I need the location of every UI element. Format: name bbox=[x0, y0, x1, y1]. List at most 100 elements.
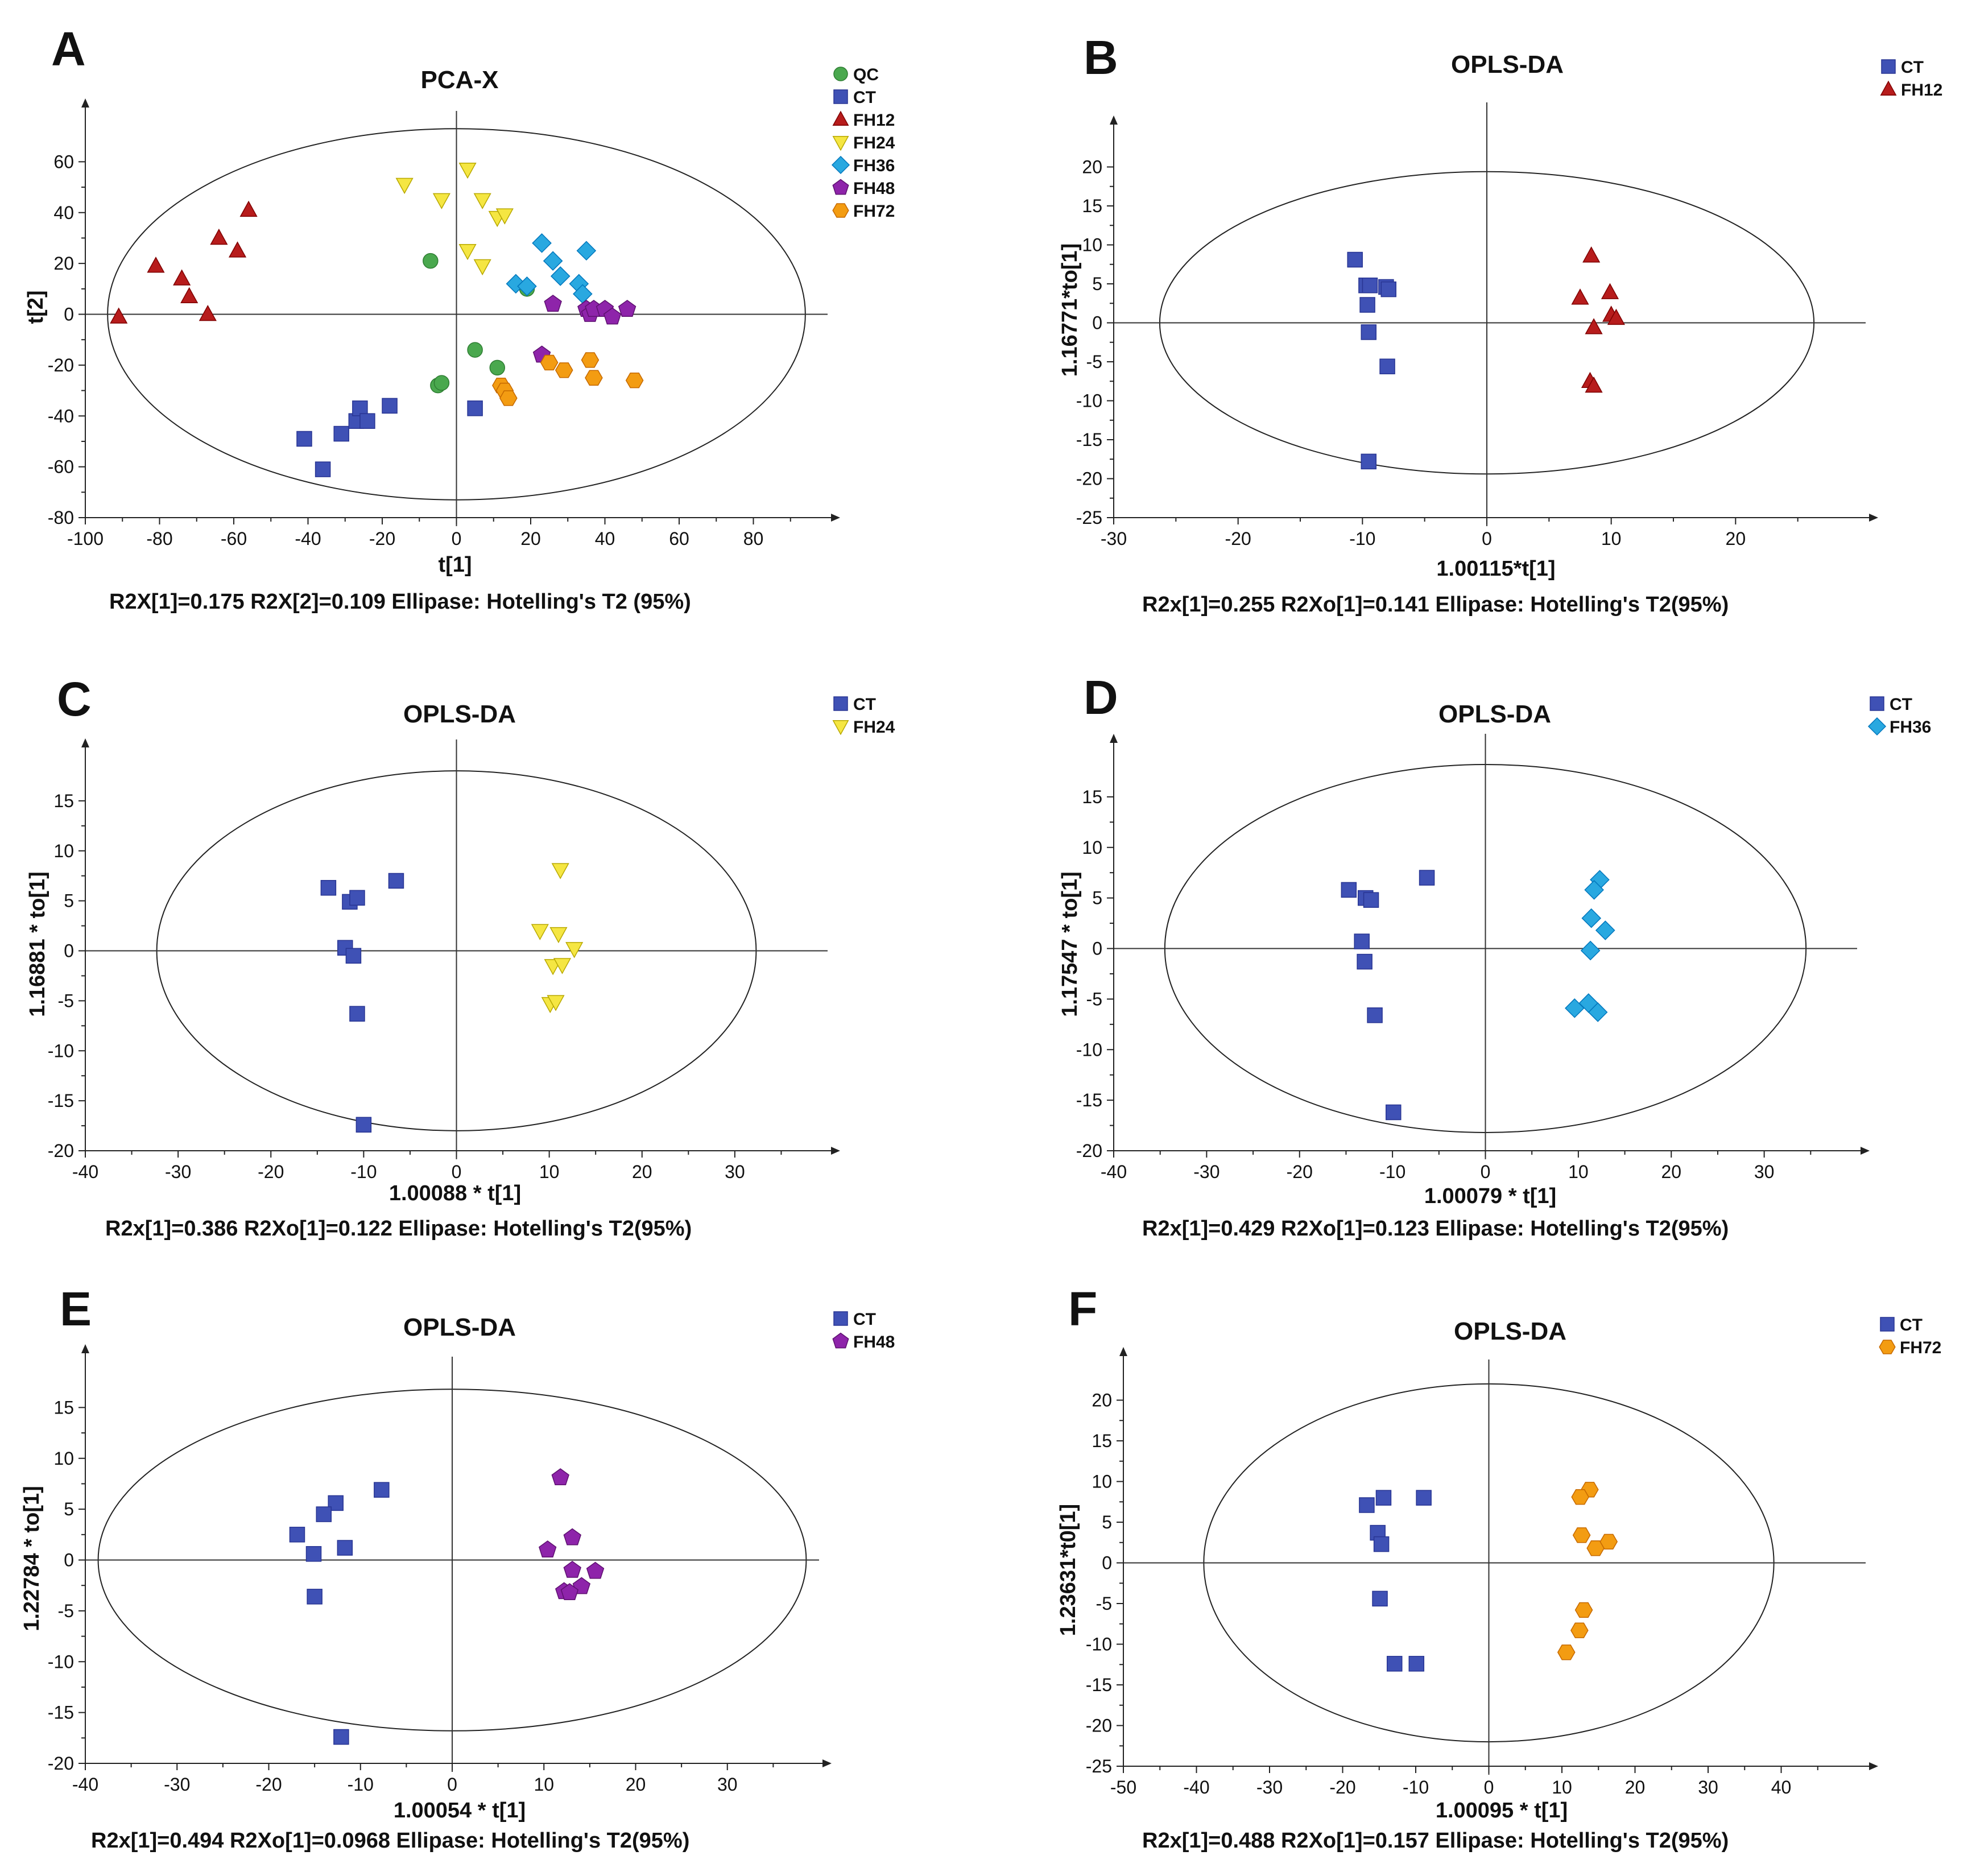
axes: -40 -30 -20 -10 0 10 20 30 -20 -15 -10 -5 0 5 10 15 bbox=[48, 738, 840, 1182]
data-point-fh12 bbox=[147, 257, 165, 273]
y-tick-label: -25 bbox=[1086, 1756, 1112, 1776]
x-tick-label: -50 bbox=[1110, 1777, 1136, 1798]
legend-marker-fh36 bbox=[1867, 717, 1887, 736]
x-tick-label: -20 bbox=[1287, 1162, 1313, 1182]
data-point-fh48 bbox=[563, 1560, 581, 1578]
y-tick-label: 0 bbox=[64, 941, 74, 961]
data-point-ct bbox=[333, 425, 349, 442]
y-tick-label: 0 bbox=[64, 1550, 74, 1571]
x-tick-label: -30 bbox=[165, 1162, 191, 1182]
data-point-fh72 bbox=[1571, 1489, 1589, 1505]
x-tick-label: 40 bbox=[1771, 1777, 1792, 1798]
data-point-fh24 bbox=[473, 193, 491, 209]
data-point-fh24 bbox=[531, 924, 549, 940]
x-axis-label: 1.00115*t[1] bbox=[1436, 557, 1555, 581]
y-tick-label: 5 bbox=[64, 1499, 74, 1519]
y-tick-label: 40 bbox=[53, 203, 74, 223]
y-tick-label: -40 bbox=[48, 406, 74, 426]
axes: -50 -40 -30 -20 -10 0 10 20 30 40-25-20-15-10-505… bbox=[1086, 1347, 1878, 1798]
x-tick-label: -10 bbox=[1349, 528, 1375, 549]
data-point-fh24 bbox=[565, 942, 584, 958]
y-tick-label: 15 bbox=[1082, 787, 1102, 807]
data-point-fh72 bbox=[625, 372, 644, 389]
x-tick-label: -30 bbox=[1101, 528, 1127, 549]
data-point-ct bbox=[337, 1540, 353, 1556]
legend-label-qc: QC bbox=[853, 65, 879, 84]
panel-letter: D bbox=[1084, 671, 1118, 724]
y-tick-label: 15 bbox=[53, 1397, 74, 1418]
x-tick-label: 10 bbox=[1568, 1162, 1589, 1182]
y-tick-label: -20 bbox=[1076, 1141, 1102, 1161]
x-tick-label: 20 bbox=[1625, 1777, 1646, 1798]
footnote: R2x[1]=0.429 R2Xo[1]=0.123 Ellipase: Hot… bbox=[1142, 1217, 1729, 1241]
x-tick-label: 20 bbox=[1661, 1162, 1681, 1182]
x-tick-label: -20 bbox=[258, 1162, 284, 1182]
legend-label-fh24: FH24 bbox=[853, 718, 895, 737]
x-tick-label: 30 bbox=[1754, 1162, 1775, 1182]
data-point-ct bbox=[1363, 892, 1379, 908]
x-tick-label: -10 bbox=[350, 1162, 377, 1182]
data-point-ct bbox=[1361, 324, 1377, 340]
chart-title: PCA-X bbox=[421, 66, 499, 94]
panel-letter: F bbox=[1068, 1282, 1097, 1336]
legend: CT FH36 bbox=[1867, 695, 1931, 737]
x-tick-label: -80 bbox=[146, 528, 172, 549]
x-tick-label: -20 bbox=[1329, 1777, 1355, 1798]
x-tick-label: 30 bbox=[725, 1162, 745, 1182]
data-point-fh36 bbox=[1595, 920, 1615, 940]
x-tick-label: -30 bbox=[1193, 1162, 1220, 1182]
x-tick-label: 0 bbox=[1482, 528, 1492, 549]
data-point-ct bbox=[315, 461, 331, 477]
legend-label-ct: CT bbox=[1890, 695, 1912, 714]
data-point-ct bbox=[289, 1527, 305, 1543]
data-point-fh48 bbox=[603, 307, 622, 325]
x-tick-label: -40 bbox=[72, 1774, 98, 1795]
chart-title: OPLS-DA bbox=[403, 1313, 516, 1341]
y-tick-label: -80 bbox=[48, 507, 74, 528]
data-point-ct bbox=[1386, 1656, 1403, 1672]
data-point-qc bbox=[423, 253, 439, 269]
y-tick-label: -20 bbox=[1086, 1716, 1112, 1736]
data-point-fh72 bbox=[1570, 1622, 1589, 1638]
data-point-ct bbox=[1380, 281, 1397, 297]
data-point-fh12 bbox=[228, 241, 247, 258]
data-point-ct bbox=[1375, 1490, 1392, 1506]
y-tick-label: -10 bbox=[1076, 391, 1102, 411]
data-point-fh24 bbox=[458, 162, 477, 179]
y-tick-label: -5 bbox=[58, 1601, 74, 1621]
data-point-qc bbox=[489, 360, 506, 376]
legend-marker-ct bbox=[1870, 696, 1884, 711]
data-point-ct bbox=[1347, 251, 1363, 268]
x-axis-arrow bbox=[831, 1147, 840, 1155]
data-point-ct bbox=[1362, 277, 1378, 294]
data-point-ct bbox=[320, 880, 337, 896]
legend-marker-fh36 bbox=[831, 155, 850, 175]
legend-marker-fh48 bbox=[832, 179, 849, 195]
data-point-fh24 bbox=[473, 259, 491, 276]
y-tick-label: 0 bbox=[1102, 1553, 1112, 1573]
panel-C: C OPLS-DA 1.00088 * t[1] 1.16881 * to[1]… bbox=[26, 672, 895, 1241]
x-tick-label: 0 bbox=[452, 528, 462, 549]
legend-marker-ct bbox=[833, 89, 848, 104]
y-axis-arrow bbox=[1110, 115, 1118, 125]
legend-label-ct: CT bbox=[853, 1310, 876, 1329]
x-axis-label: t[1] bbox=[438, 553, 472, 577]
legend-marker-fh48 bbox=[832, 1332, 849, 1349]
data-point-fh12 bbox=[1601, 283, 1619, 299]
x-tick-label: -100 bbox=[67, 528, 104, 549]
axes: -40 -30 -20 -10 0 10 20 30 -20 -15 -10 -5 0 5 10 15 bbox=[1076, 734, 1870, 1182]
x-axis-label: 1.00088 * t[1] bbox=[389, 1181, 521, 1205]
y-tick-label: 5 bbox=[1092, 274, 1102, 294]
y-tick-label: 10 bbox=[1092, 1472, 1112, 1492]
y-tick-label: -15 bbox=[48, 1703, 74, 1723]
data-point-ct bbox=[1379, 358, 1395, 374]
x-tick-label: 10 bbox=[534, 1774, 554, 1795]
data-point-qc bbox=[433, 375, 450, 391]
y-axis-arrow bbox=[81, 738, 89, 747]
y-tick-label: -15 bbox=[1076, 1090, 1102, 1110]
x-tick-label: 0 bbox=[452, 1162, 462, 1182]
legend-marker-ct bbox=[833, 696, 848, 711]
data-point-fh24 bbox=[549, 927, 568, 944]
y-tick-label: -10 bbox=[1076, 1039, 1102, 1060]
legend: CT FH24 bbox=[832, 695, 895, 737]
